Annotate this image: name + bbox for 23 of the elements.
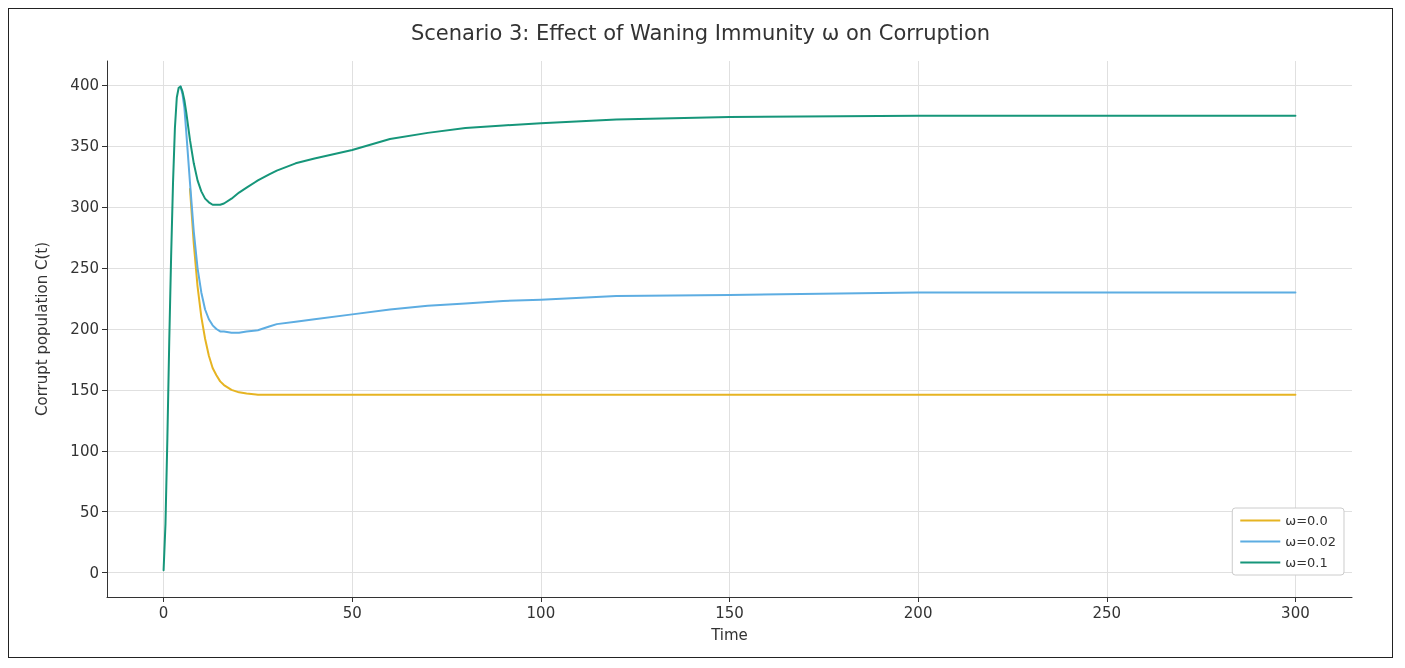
y-axis-title: Corrupt population C(t) <box>32 241 51 417</box>
x-axis-title: Time <box>710 625 748 644</box>
y-tick-label: 200 <box>70 320 99 338</box>
y-tick-label: 400 <box>70 76 99 95</box>
x-tick-label: 50 <box>342 603 362 622</box>
x-tick-label: 150 <box>715 603 744 622</box>
legend-label: ω=0.0 <box>1285 513 1328 528</box>
x-tick-label: 300 <box>1281 603 1310 622</box>
x-tick-label: 100 <box>526 603 556 622</box>
line-series <box>189 187 1297 396</box>
legend-label: ω=0.1 <box>1285 555 1328 570</box>
y-tick-label: 250 <box>70 259 99 278</box>
y-tick-label: 0 <box>89 563 99 582</box>
x-tick-label: 250 <box>1092 603 1122 622</box>
y-tick-label: 50 <box>79 502 99 521</box>
x-tick-label: 200 <box>903 603 933 622</box>
chart-title: Scenario 3: Effect of Waning Immunity ω on Corruption <box>410 20 991 45</box>
y-tick-label: 150 <box>70 380 99 399</box>
y-tick-label: 300 <box>70 198 99 217</box>
legend-label: ω=0.02 <box>1285 534 1337 549</box>
y-tick-label: 350 <box>70 137 99 156</box>
y-tick-label: 100 <box>70 441 99 460</box>
x-tick-label: 0 <box>158 603 169 622</box>
